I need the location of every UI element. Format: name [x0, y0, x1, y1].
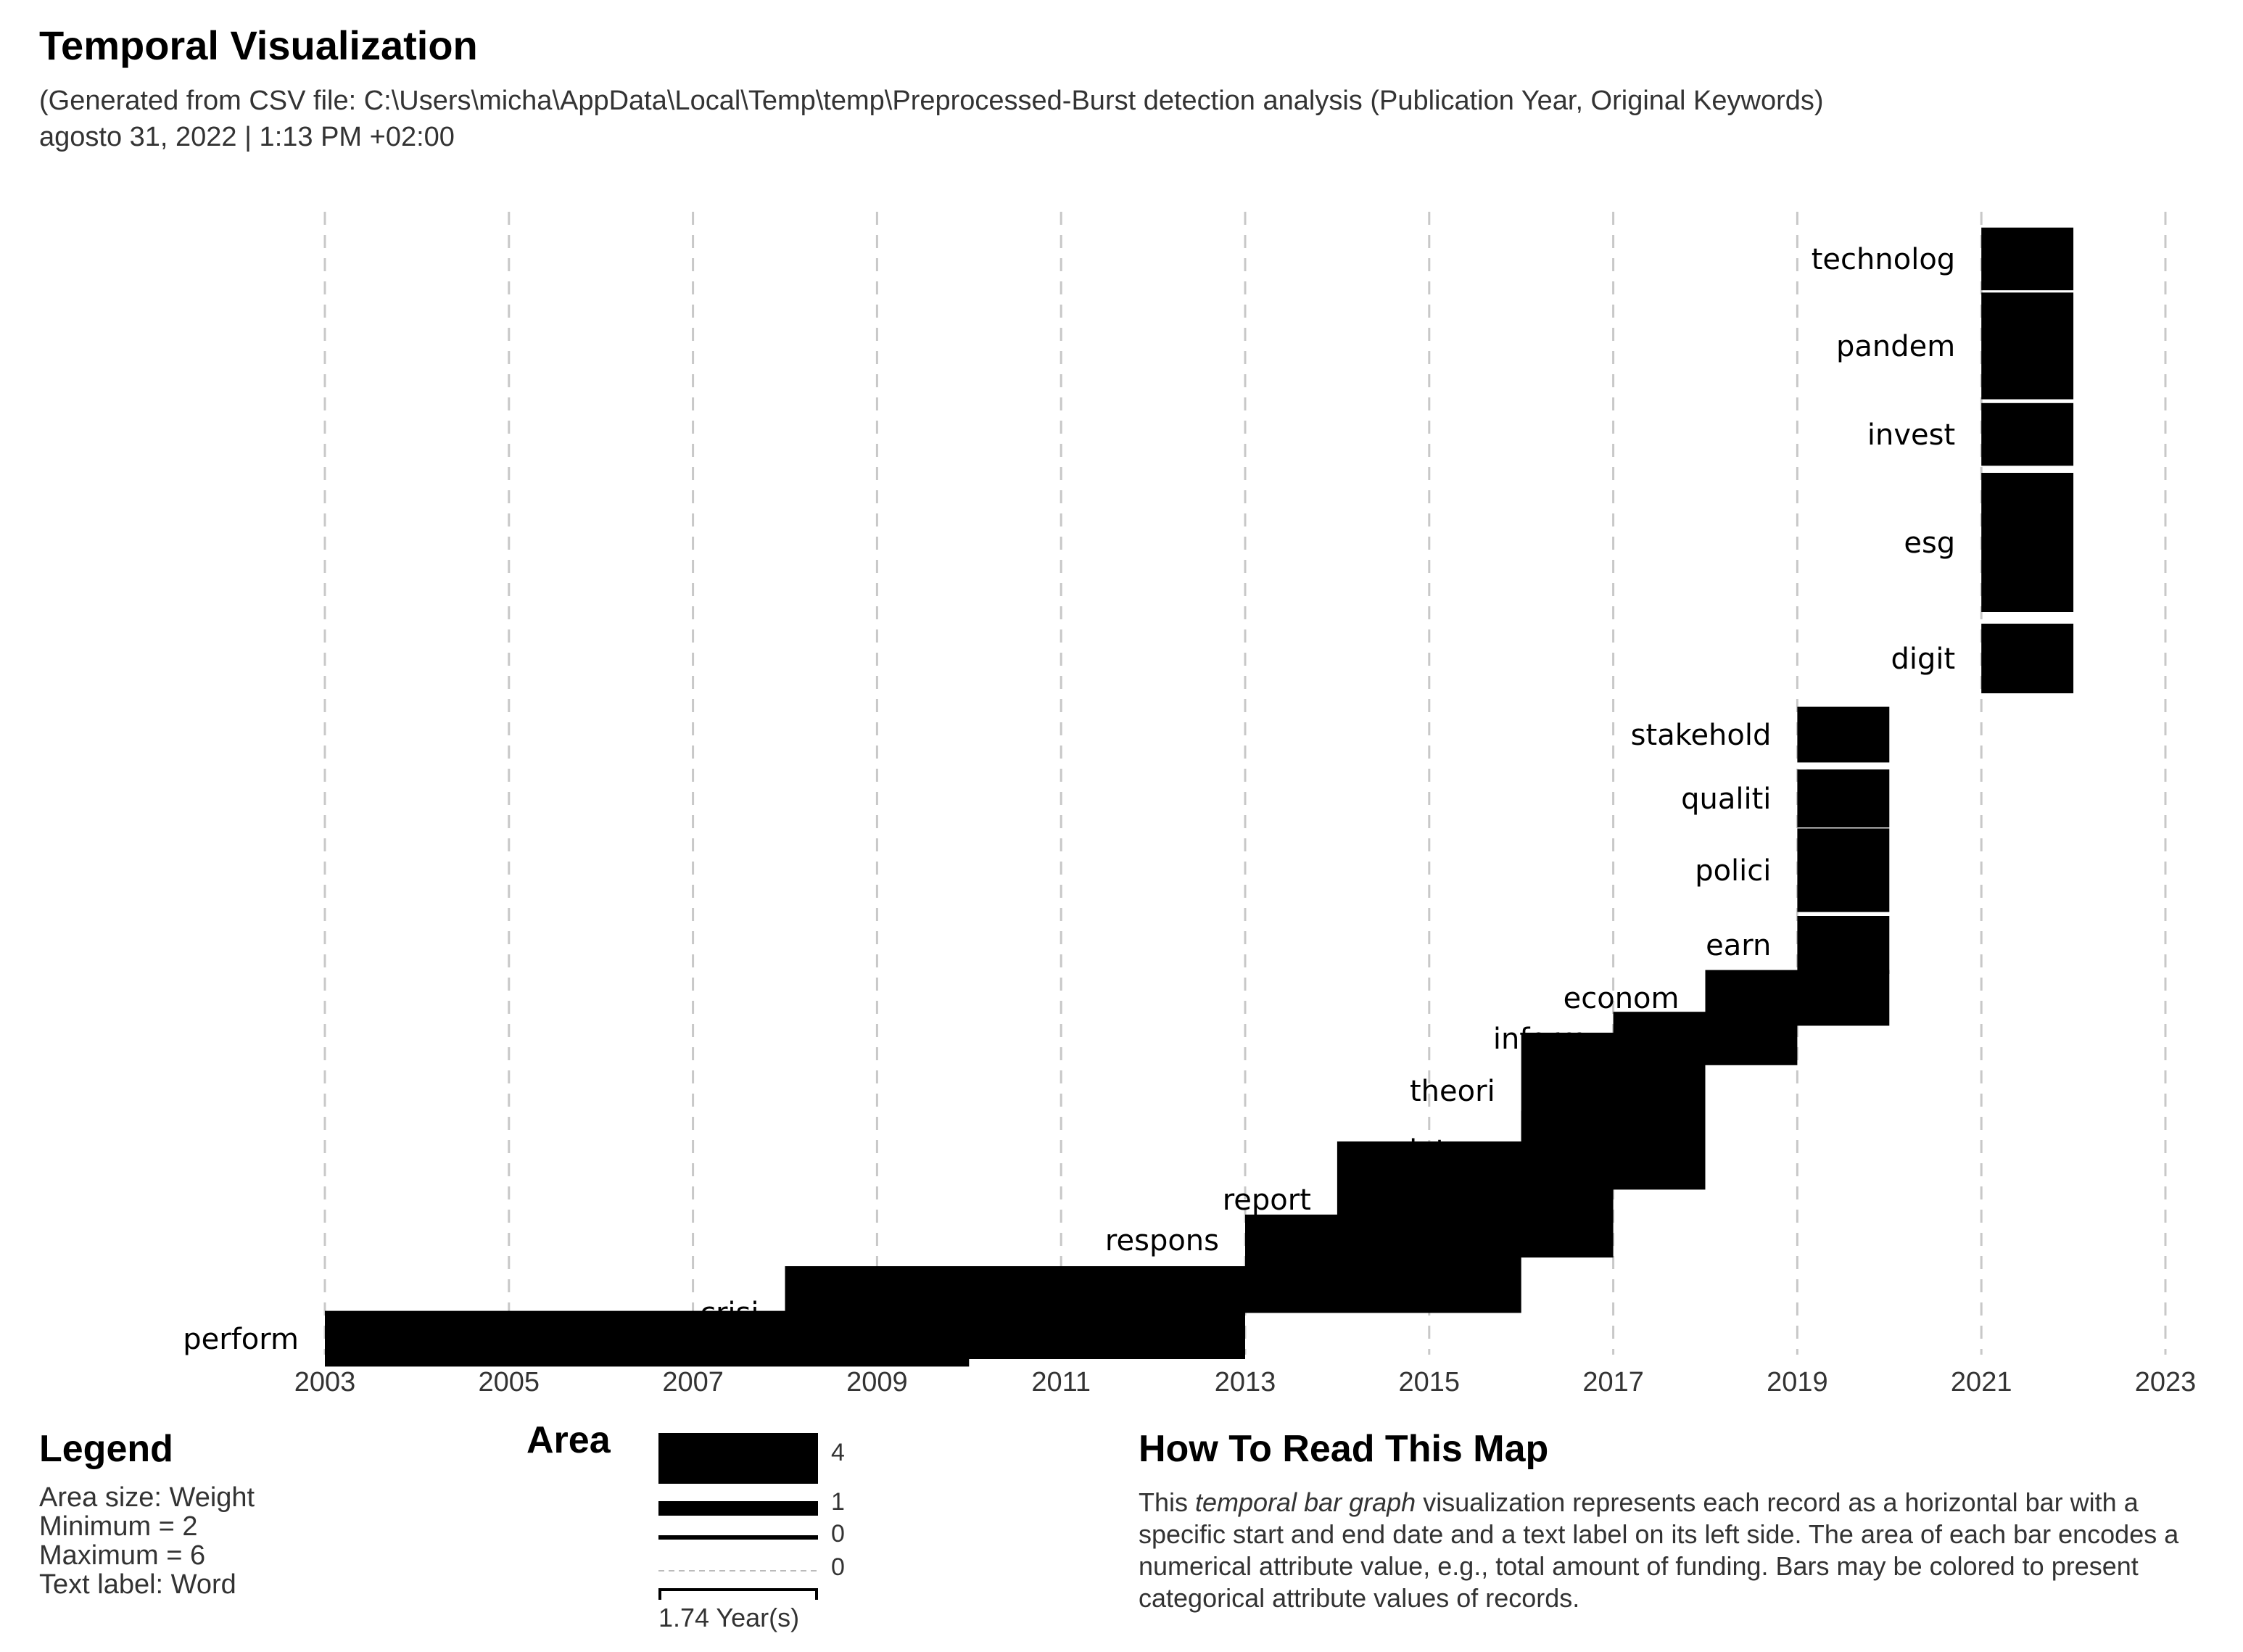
bar-label-invest: invest [1867, 418, 1955, 452]
x-tick-label-2015: 2015 [1399, 1367, 1461, 1397]
legend-line-text-label: Text label: Word [39, 1569, 236, 1600]
bar-label-digit: digit [1891, 643, 1955, 676]
bar-label-technolog: technolog [1812, 243, 1955, 276]
area-legend-bar-1 [658, 1501, 818, 1516]
bar-perform [325, 1310, 970, 1367]
area-legend-bar-0a [658, 1535, 818, 1540]
legend-title: Legend [39, 1428, 173, 1470]
bar-label-perform: perform [183, 1323, 299, 1356]
bar-label-theori: theori [1410, 1075, 1495, 1108]
area-legend-bar-4 [658, 1433, 818, 1484]
legend-line-area-size: Area size: Weight [39, 1482, 255, 1513]
x-tick-label-2007: 2007 [662, 1367, 724, 1397]
legend-line-maximum: Maximum = 6 [39, 1540, 206, 1571]
bar-label-pandem: pandem [1836, 330, 1955, 363]
bar-digit [1981, 624, 2074, 693]
x-tick-label-2021: 2021 [1951, 1367, 2012, 1397]
how-to-read-text-before: This [1139, 1487, 1196, 1517]
bar-earn [1797, 916, 1890, 974]
bar-label-econom: econom [1564, 982, 1680, 1015]
bar-qualiti [1797, 769, 1890, 827]
bar-label-qualiti: qualiti [1681, 782, 1771, 816]
x-tick-label-2005: 2005 [479, 1367, 540, 1397]
area-legend-value-0a: 0 [831, 1520, 845, 1548]
x-tick-label-2009: 2009 [846, 1367, 908, 1397]
x-tick-label-2011: 2011 [1031, 1367, 1091, 1397]
how-to-read-text-after: visualization represents each record as … [1139, 1487, 2179, 1613]
bar-label-polici: polici [1695, 854, 1771, 888]
area-legend-value-4: 4 [831, 1439, 845, 1466]
bar-gri [1245, 1245, 1521, 1313]
page-subtitle: (Generated from CSV file: C:\Users\micha… [39, 86, 1824, 116]
bar-invest [1981, 402, 2074, 466]
bar-label-stakehold: stakehold [1631, 719, 1772, 752]
bar-technolog [1981, 227, 2074, 291]
area-legend-value-1: 1 [831, 1488, 845, 1516]
legend-line-minimum: Minimum = 2 [39, 1511, 198, 1542]
bar-label-report: report [1223, 1184, 1311, 1217]
how-to-read-text-italic: temporal bar graph [1195, 1487, 1416, 1517]
x-tick-label-2003: 2003 [294, 1367, 356, 1397]
generated-date: agosto 31, 2022 | 1:13 PM +02:00 [39, 122, 455, 152]
bar-stakehold [1797, 706, 1890, 763]
x-tick-label-2019: 2019 [1767, 1367, 1828, 1397]
how-to-read-title: How To Read This Map [1139, 1428, 1549, 1470]
area-legend-scale-label: 1.74 Year(s) [658, 1603, 800, 1632]
bar-polici [1797, 828, 1890, 912]
bar-label-earn: earn [1706, 929, 1771, 962]
bar-esg [1981, 473, 2074, 612]
area-legend-value-0b: 0 [831, 1553, 845, 1581]
bar-pandem [1981, 292, 2074, 400]
area-legend-title: Area [526, 1419, 611, 1461]
area-legend-scale-bracket [658, 1588, 818, 1600]
x-tick-label-2013: 2013 [1215, 1367, 1276, 1397]
x-tick-label-2023: 2023 [2135, 1367, 2197, 1397]
how-to-read-text: This temporal bar graph visualization re… [1139, 1487, 2226, 1614]
bar-label-respons: respons [1105, 1224, 1219, 1257]
x-tick-label-2017: 2017 [1582, 1367, 1644, 1397]
page-title: Temporal Visualization [39, 22, 478, 68]
bar-label-esg: esg [1904, 526, 1955, 560]
